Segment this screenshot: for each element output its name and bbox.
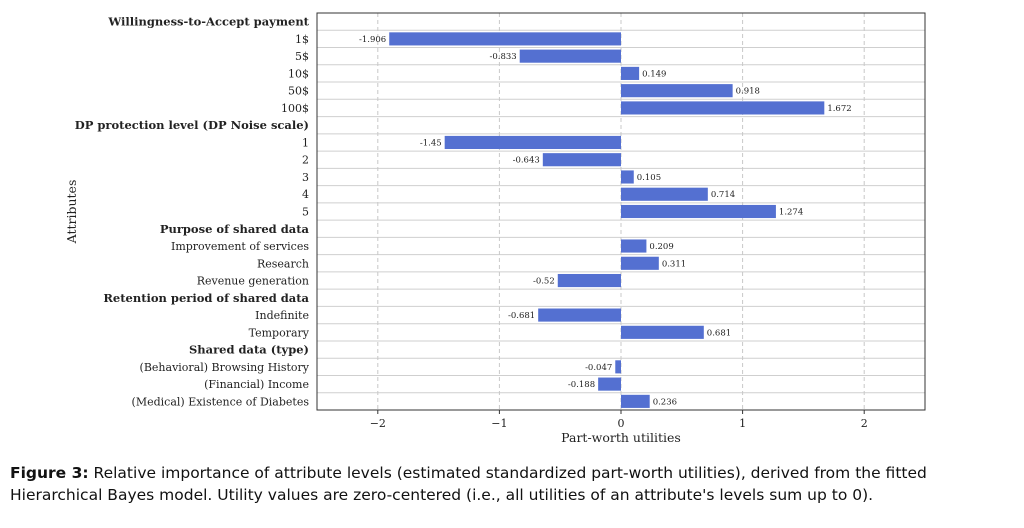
attribute-level-label: 5$	[295, 50, 309, 63]
caption-label: Figure 3:	[10, 464, 89, 482]
attribute-level-label: (Behavioral) Browsing History	[140, 361, 310, 374]
bar	[621, 239, 647, 253]
attribute-level-label: 3	[302, 171, 309, 184]
bar-value-label: 1.274	[779, 208, 803, 218]
bar-value-label: 0.681	[707, 328, 731, 338]
bar-value-label: 0.209	[649, 242, 673, 252]
bar-value-label: -0.833	[489, 52, 516, 62]
x-axis-title: Part-worth utilities	[561, 430, 681, 445]
attribute-level-label: Improvement of services	[171, 240, 309, 253]
attribute-level-label: 4	[302, 188, 309, 201]
x-tick-label: −2	[370, 417, 386, 430]
bar-value-label: 0.149	[642, 69, 666, 79]
caption-text: Relative importance of attribute levels …	[10, 464, 927, 504]
figure-caption: Figure 3: Relative importance of attribu…	[10, 462, 1014, 506]
bar	[621, 204, 776, 219]
bar	[389, 32, 621, 46]
attribute-level-label: 1	[302, 136, 309, 149]
value-labels: -1.906 -0.833 0.149 0.918 1.672 -1.45 -0.643 0.…	[359, 35, 852, 407]
attribute-level-label: (Medical) Existence of Diabetes	[132, 395, 310, 408]
x-tick-label: −1	[491, 417, 507, 430]
y-axis-title: Attributes	[64, 180, 79, 245]
bar-value-label: -0.188	[568, 380, 595, 390]
x-ticks: −2 −1 0 1 2	[370, 410, 868, 430]
bar	[621, 325, 704, 339]
attribute-level-label: 2	[302, 154, 309, 167]
bar-value-label: 0.236	[653, 397, 677, 407]
bar	[621, 84, 733, 98]
attribute-level-label: 5	[302, 206, 309, 219]
attribute-level-label: Revenue generation	[197, 275, 309, 288]
attribute-level-label: 1$	[295, 33, 309, 46]
attribute-level-label: Indefinite	[255, 309, 309, 322]
attribute-group-label: Shared data (type)	[189, 343, 309, 357]
bar	[557, 273, 621, 288]
chart: -1.906 -0.833 0.149 0.918 1.672 -1.45 -0.643 0.…	[64, 12, 926, 445]
bar-value-label: -0.643	[513, 156, 540, 166]
attribute-group-label: DP protection level (DP Noise scale)	[75, 118, 309, 132]
bar-value-label: 0.105	[637, 173, 661, 183]
bar	[598, 377, 621, 391]
bar	[621, 187, 708, 201]
bar	[538, 308, 621, 322]
x-tick-label: 0	[618, 417, 625, 430]
bar-value-label: 0.714	[711, 190, 735, 200]
attribute-level-label: 100$	[281, 102, 309, 115]
bar	[615, 360, 621, 374]
attribute-level-label: (Financial) Income	[204, 378, 309, 391]
x-tick-label: 2	[861, 417, 868, 430]
bar-value-label: 0.311	[662, 259, 686, 269]
plot-frame	[316, 12, 926, 411]
attribute-group-label: Retention period of shared data	[103, 291, 309, 305]
bar	[621, 170, 634, 184]
bar	[621, 394, 650, 408]
bar-value-label: -1.45	[420, 138, 442, 148]
attribute-level-label: 10$	[288, 67, 309, 80]
attribute-group-label: Willingness-to-Accept payment	[107, 15, 309, 29]
attribute-level-label: Research	[257, 257, 309, 270]
bars	[389, 32, 825, 408]
bar	[621, 66, 640, 80]
bar	[444, 135, 621, 150]
attribute-level-label: Temporary	[249, 326, 310, 339]
bar-value-label: 1.672	[827, 104, 851, 114]
bar-value-label: -0.52	[533, 277, 555, 287]
bar	[519, 49, 621, 63]
bar	[621, 101, 825, 115]
bar-value-label: -1.906	[359, 35, 386, 45]
bar	[542, 153, 621, 167]
x-tick-label: 1	[739, 417, 746, 430]
category-labels: Willingness-to-Accept payment 1$ 5$ 10$ 50$ 1…	[75, 15, 310, 409]
bar-value-label: -0.681	[508, 311, 535, 321]
attribute-group-label: Purpose of shared data	[160, 222, 310, 236]
attribute-level-label: 50$	[288, 85, 309, 98]
bar-value-label: 0.918	[736, 87, 760, 97]
bar-value-label: -0.047	[585, 363, 612, 373]
bar	[621, 256, 659, 270]
